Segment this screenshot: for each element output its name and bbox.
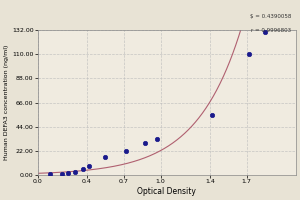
Point [60, 172, 65, 175]
X-axis label: Optical Density: Optical Density [137, 187, 196, 196]
Y-axis label: Human DEFA3 concentration (ng/ml): Human DEFA3 concentration (ng/ml) [4, 45, 9, 160]
Point [142, 141, 147, 145]
Point [154, 137, 159, 140]
Point [263, 31, 268, 34]
Point [48, 173, 52, 176]
Point [81, 167, 85, 170]
Point [87, 165, 92, 168]
Point [103, 156, 108, 159]
Point [66, 171, 71, 174]
Point [247, 53, 251, 56]
Point [72, 170, 77, 173]
Text: r = 0.9996803: r = 0.9996803 [251, 28, 291, 33]
Point [210, 113, 215, 116]
Text: $ = 0.4390058: $ = 0.4390058 [250, 14, 291, 19]
Point [124, 149, 129, 152]
